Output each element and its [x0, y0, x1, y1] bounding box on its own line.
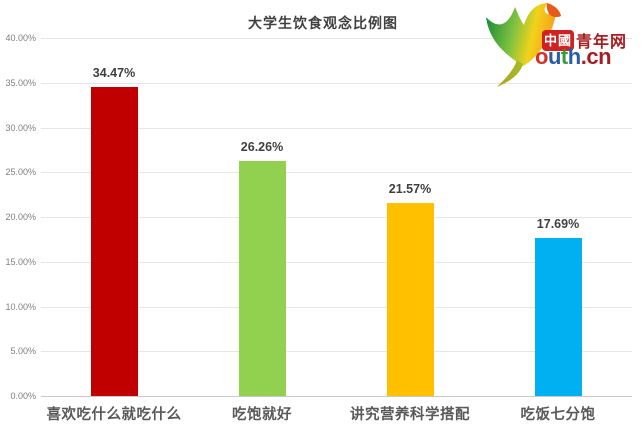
logo-letter: .: [580, 44, 587, 69]
category-label: 吃饱就好: [232, 407, 292, 423]
y-tick-label: 5.00%: [10, 346, 36, 357]
logo-letter: o: [535, 44, 548, 69]
gridline: [41, 82, 632, 84]
y-tick-label: 0.00%: [10, 391, 36, 401]
bar-value-label: 26.26%: [240, 139, 284, 154]
logo-badge: 中國: [542, 29, 575, 51]
gridline: [41, 38, 632, 39]
logo-wordmark: outh.cn: [535, 44, 612, 70]
logo-banner: 中國 青年网: [542, 28, 627, 52]
category-label: 吃饭七分饱: [520, 407, 596, 423]
chart-title: 大学生饮食观念比例图: [248, 15, 398, 31]
gridline: [41, 351, 632, 353]
y-tick-label: 25.00%: [5, 167, 36, 178]
bar-value-label: 34.47%: [92, 66, 136, 81]
y-tick-label: 35.00%: [5, 77, 36, 88]
bar-1: [90, 87, 138, 396]
gridline: [41, 127, 632, 129]
bar-4: [534, 237, 582, 396]
ginkgo-leaf-icon: [486, 3, 561, 87]
y-tick-label: 20.00%: [5, 212, 36, 222]
logo-badge-suffix: 青年网: [576, 34, 628, 51]
y-tick-label: 15.00%: [5, 256, 36, 267]
bar-2: [238, 160, 286, 396]
youth-cn-logo: 中國 青年网 outh.cn: [484, 0, 640, 88]
category-label: 喜欢吃什么就吃什么: [46, 407, 182, 423]
y-tick-label: 40.00%: [5, 33, 36, 43]
bar-value-label: 17.69%: [536, 216, 580, 231]
bar-3: [386, 202, 434, 396]
bar-value-label: 21.57%: [388, 181, 432, 196]
logo-letter: c: [586, 44, 599, 69]
logo-letter: u: [547, 44, 561, 69]
y-tick-label: 10.00%: [5, 301, 36, 312]
logo-letter: h: [567, 44, 581, 69]
logo-letter: t: [560, 44, 568, 69]
gridline: [41, 306, 632, 308]
gridline: [41, 261, 632, 263]
category-label: 讲究营养科学搭配: [350, 407, 470, 423]
gridline: [41, 172, 632, 174]
gridline: [41, 217, 632, 218]
logo-letter: n: [598, 44, 612, 69]
gridline: [41, 396, 632, 397]
y-tick-label: 30.00%: [5, 122, 36, 133]
